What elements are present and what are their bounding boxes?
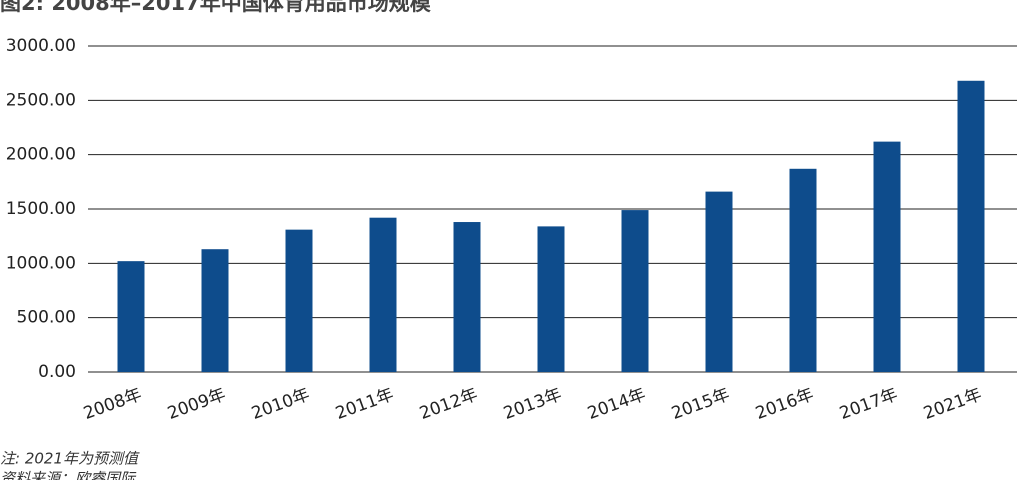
x-tick-label: 2021年 (921, 385, 984, 424)
x-tick-label: 2014年 (585, 385, 648, 424)
y-tick-label: 500.00 (17, 308, 76, 328)
chart-title: 图2: 2008年–2017年中国体育用品市场规模 (0, 0, 432, 15)
bar (201, 249, 229, 372)
bar (369, 217, 397, 372)
bar (873, 141, 901, 372)
x-tick-label: 2015年 (669, 385, 732, 424)
y-tick-label: 3000.00 (6, 36, 76, 56)
note: 资料来源：欧睿国际 (0, 470, 137, 480)
y-tick-label: 2500.00 (6, 90, 76, 110)
x-tick-label: 2011年 (333, 385, 396, 424)
x-tick-label: 2017年 (837, 385, 900, 424)
bar (957, 80, 985, 373)
y-tick-label: 1500.00 (6, 199, 76, 219)
bar (705, 191, 733, 372)
y-tick-label: 2000.00 (6, 145, 76, 165)
bar (789, 168, 817, 372)
bar (453, 222, 481, 372)
y-tick-label: 0.00 (38, 362, 76, 382)
x-tick-label: 2013年 (501, 385, 564, 424)
x-tick-label: 2008年 (81, 385, 144, 424)
bar (621, 210, 649, 372)
x-tick-label: 2010年 (249, 385, 312, 424)
bar (537, 226, 565, 372)
note: 注: 2021年为预测值 (0, 450, 140, 468)
bar (117, 261, 145, 372)
x-tick-label: 2012年 (417, 385, 480, 424)
bar (285, 229, 313, 372)
x-tick-label: 2009年 (165, 385, 228, 424)
y-tick-label: 1000.00 (6, 253, 76, 273)
x-tick-label: 2016年 (753, 385, 816, 424)
